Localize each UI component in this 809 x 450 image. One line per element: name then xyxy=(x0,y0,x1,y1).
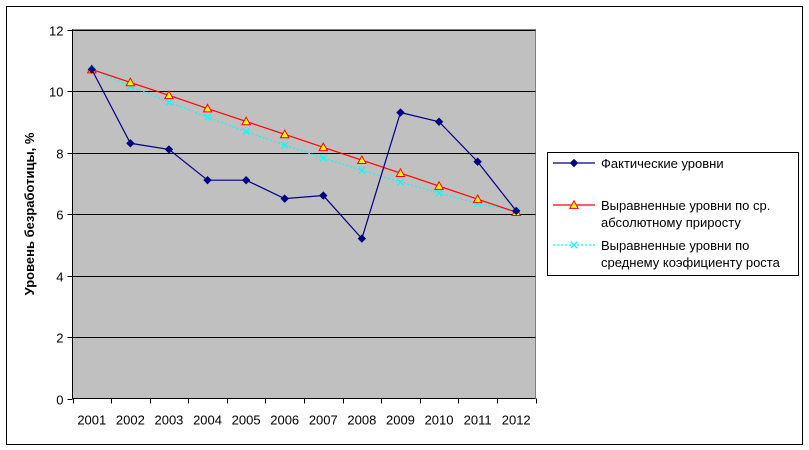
marker-point xyxy=(203,113,212,121)
x-tick-label: 2004 xyxy=(193,413,222,428)
marker-point xyxy=(395,167,406,177)
marker-legend xyxy=(570,241,578,249)
marker-point xyxy=(281,141,289,149)
x-tick-label: 2001 xyxy=(77,413,106,428)
marker-point xyxy=(396,178,405,186)
legend-entry-2: Выравненные уровни по ср. абсолютному при… xyxy=(553,198,770,230)
marker-point xyxy=(241,116,252,126)
marker-point xyxy=(472,194,483,204)
marker-point xyxy=(473,157,482,166)
marker-point xyxy=(279,129,290,139)
x-tick-label: 2012 xyxy=(502,413,531,428)
marker-point xyxy=(165,98,173,106)
x-tick-label: 2005 xyxy=(232,413,261,428)
y-tick-label: 12 xyxy=(49,24,63,39)
marker-point xyxy=(87,65,96,74)
marker-point xyxy=(356,154,367,165)
legend: Фактические уровни Выравненные уровни по … xyxy=(547,152,799,276)
marker-point xyxy=(164,145,174,154)
legend-label: абсолютному приросту xyxy=(601,215,741,230)
x-tick-label: 2008 xyxy=(347,413,376,428)
y-tick-label: 0 xyxy=(56,393,63,408)
marker-point xyxy=(396,108,405,117)
series-line xyxy=(91,68,517,213)
marker-point xyxy=(125,77,136,87)
y-tick-label: 10 xyxy=(49,85,63,100)
marker-point xyxy=(126,139,135,148)
legend-box xyxy=(547,152,799,276)
marker-point xyxy=(280,194,289,203)
y-axis-title: Уровень безработицы, % xyxy=(22,132,37,295)
y-tick-label: 6 xyxy=(56,208,63,223)
marker-point xyxy=(319,154,327,162)
marker-point xyxy=(202,103,213,113)
marker-point xyxy=(435,189,443,197)
marker-point xyxy=(203,175,212,185)
marker-point xyxy=(358,166,366,174)
legend-label: Выравненные уровни по xyxy=(601,238,749,253)
legend-entry-3: Выравненные уровни по среднему коэфициент… xyxy=(553,238,781,270)
marker-legend xyxy=(569,158,579,168)
x-tick-label: 2006 xyxy=(270,413,299,428)
marker-point xyxy=(434,117,444,126)
series-line xyxy=(91,69,517,240)
marker-point xyxy=(242,127,250,136)
legend-label: Выравненные уровни по ср. xyxy=(601,198,770,213)
series-group xyxy=(86,64,522,243)
gridlines xyxy=(72,30,536,338)
series-1 xyxy=(87,65,521,243)
x-tick-label: 2003 xyxy=(154,413,183,428)
marker-point xyxy=(318,142,329,152)
marker-point xyxy=(433,180,445,190)
marker-point xyxy=(319,191,328,200)
marker-point xyxy=(357,234,367,243)
marker-legend xyxy=(568,199,580,209)
x-tick-label: 2011 xyxy=(464,413,492,428)
legend-label: Фактические уровни xyxy=(601,156,724,171)
x-tick-label: 2010 xyxy=(425,413,454,428)
legend-entry-1: Фактические уровни xyxy=(553,156,724,171)
x-tick-label: 2009 xyxy=(386,413,415,428)
series-line xyxy=(91,68,517,212)
x-tick-label: 2007 xyxy=(309,413,338,428)
marker-point xyxy=(163,90,175,100)
legend-label: среднему коэфициенту роста xyxy=(601,255,781,270)
y-tick-label: 2 xyxy=(56,331,63,346)
axes: 0 2 4 6 8 10 12 2001 2002 2003 2004 2005 2006 2007 200… xyxy=(49,24,537,428)
marker-point xyxy=(512,206,521,216)
y-tick-label: 4 xyxy=(56,270,63,285)
marker-point xyxy=(241,175,251,185)
x-tick-label: 2002 xyxy=(116,413,145,428)
y-tick-label: 8 xyxy=(56,147,63,162)
